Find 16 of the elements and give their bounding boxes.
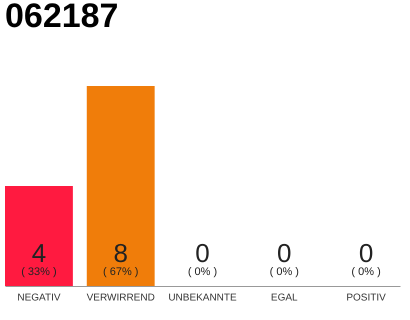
data-label: 0 <box>277 238 292 268</box>
x-tick-label: VERWIRREND <box>86 292 155 304</box>
x-tick-label: UNBEKANNTE <box>168 292 237 304</box>
annotation: ( 0% ) <box>270 266 299 278</box>
data-label: 0 <box>358 238 374 268</box>
chart-title: 062187 <box>5 0 118 35</box>
annotation: ( 0% ) <box>188 266 218 278</box>
x-tick-label: NEGATIV <box>17 292 61 304</box>
data-label: 0 <box>195 238 210 268</box>
data-label: 8 <box>113 238 128 268</box>
annotation: ( 67% ) <box>102 266 138 278</box>
data-label: 4 <box>32 238 46 268</box>
annotation: ( 0% ) <box>351 266 381 278</box>
x-tick-label: POSITIV <box>346 292 386 304</box>
x-tick-label: EGAL <box>270 292 298 304</box>
annotation: ( 33% ) <box>21 266 57 278</box>
